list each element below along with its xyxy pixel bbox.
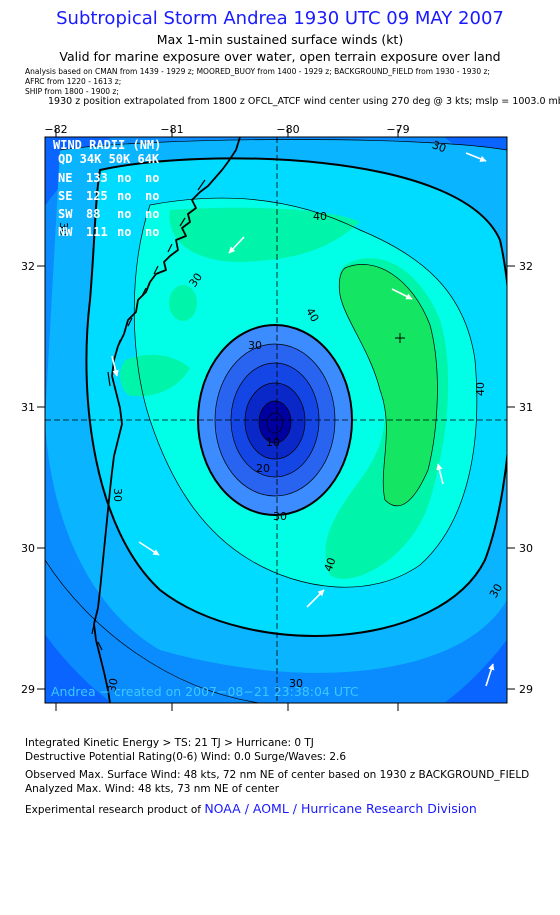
axis-ticks [37, 129, 515, 711]
coastline [93, 137, 241, 703]
observed-max-wind: Observed Max. Surface Wind: 48 kts, 72 n… [25, 769, 530, 781]
analyzed-max-wind: Analyzed Max. Wind: 48 kts, 73 nm NE of … [25, 783, 280, 795]
lon-tick-top: −79 [386, 123, 409, 136]
max-wind-marker [395, 333, 405, 343]
contour-label: 30 [487, 582, 505, 601]
wind-radii-r64: no [145, 189, 159, 203]
lat-tick-left: 32 [21, 260, 35, 273]
wind-radii-r34: 125 [86, 189, 108, 203]
lat-tick-left: 30 [21, 542, 35, 555]
lon-tick-bottom: −80 [276, 710, 299, 712]
map-title: Subtropical Storm Andrea 1930 UTC 09 MAY… [56, 8, 504, 29]
wind-radii-header: QD 34K 50K 64K [58, 152, 160, 166]
wind-radii-r34: 88 [86, 207, 100, 221]
contour-label: 20 [256, 462, 270, 475]
wind-radii-r50: no [117, 207, 131, 221]
lon-tick-bottom: −82 [44, 710, 67, 712]
contour-label: 30 [289, 677, 303, 690]
contour-label: 40 [303, 306, 321, 325]
lat-tick-left: 29 [21, 683, 35, 696]
position-note: 1930 z position extrapolated from 1800 z… [48, 96, 560, 107]
wind-radii-r64: no [145, 171, 159, 185]
lat-tick-right: 30 [519, 542, 533, 555]
wind-radii-r50: no [117, 171, 131, 185]
ike-stat: Integrated Kinetic Energy > TS: 21 TJ > … [25, 737, 314, 749]
lat-tick-right: 31 [519, 401, 533, 414]
analysis-sources-2: AFRC from 1220 - 1613 z; [25, 77, 122, 86]
wind-radii-quad: NW [58, 225, 73, 239]
credit-org-link[interactable]: NOAA / AOML / Hurricane Research Divisio… [204, 801, 477, 816]
lon-tick-top: −82 [44, 123, 67, 136]
dpr-stat: Destructive Potential Rating(0-6) Wind: … [25, 751, 347, 763]
lon-tick-bottom: −81 [160, 710, 183, 712]
analysis-sources-3: SHIP from 1800 - 1900 z; [25, 87, 119, 96]
contour-label: 40 [322, 556, 339, 574]
wind-field: 40 40 40 40 30 30 30 30 30 30 30 20 10 3… [45, 137, 507, 703]
wind-radii-table: WIND RADII (NM) QD 34K 50K 64K NE 133 no… [53, 138, 161, 239]
lat-tick-right: 29 [519, 683, 533, 696]
credit-line: Experimental research product of NOAA / … [25, 801, 477, 816]
wind-field-map: 40 40 40 40 30 30 30 30 30 30 30 20 10 3… [21, 123, 533, 712]
exposure-note: Valid for marine exposure over water, op… [59, 49, 501, 64]
credit-prefix: Experimental research product of [25, 804, 205, 816]
contour-label: 40 [474, 382, 487, 396]
band-c6-north [169, 207, 360, 262]
wind-radii-r50: no [117, 189, 131, 203]
core-5 [267, 413, 283, 433]
wind-radii-r50: no [117, 225, 131, 239]
contour-label: 30 [105, 677, 120, 693]
barrier-islands [91, 179, 206, 651]
wind-radii-quad: NE [58, 171, 72, 185]
lon-tick-top: −81 [160, 123, 183, 136]
wind-vectors [111, 152, 495, 687]
lon-tick-top: −80 [276, 123, 299, 136]
contour-label: 40 [313, 210, 327, 223]
wind-radii-quad: SE [58, 189, 72, 203]
plot-frame [44, 136, 508, 704]
wind-radii-title: WIND RADII (NM) [53, 138, 161, 152]
band-c7-max [339, 264, 438, 506]
created-label: Andrea − created on 2007−08−21 23:38:04 … [51, 684, 359, 699]
map-subtitle: Max 1-min sustained surface winds (kt) [156, 32, 404, 47]
wind-radii-r34: 133 [86, 171, 108, 185]
center-crosshair [45, 137, 507, 703]
wind-radii-r34: 111 [86, 225, 108, 239]
band-c6-blob [169, 285, 197, 321]
contour-label: 30 [273, 510, 287, 523]
contour-label: 10 [266, 436, 280, 449]
wind-radii-quad: SW [58, 207, 73, 221]
contour-label: 30 [111, 488, 124, 502]
contour-label: 30 [248, 339, 262, 352]
analysis-sources-1: Analysis based on CMAN from 1439 - 1929 … [25, 67, 490, 76]
lat-tick-right: 32 [519, 260, 533, 273]
wind-radii-r64: no [145, 207, 159, 221]
wind-radii-r64: no [145, 225, 159, 239]
lat-tick-left: 31 [21, 401, 35, 414]
lon-tick-bottom: −79 [386, 710, 409, 712]
axis-labels: −82 −81 −80 −79 −82 −81 −80 −79 32 31 30… [21, 123, 533, 712]
contour-label: 30 [430, 138, 448, 155]
contour-label: 30 [57, 222, 70, 236]
